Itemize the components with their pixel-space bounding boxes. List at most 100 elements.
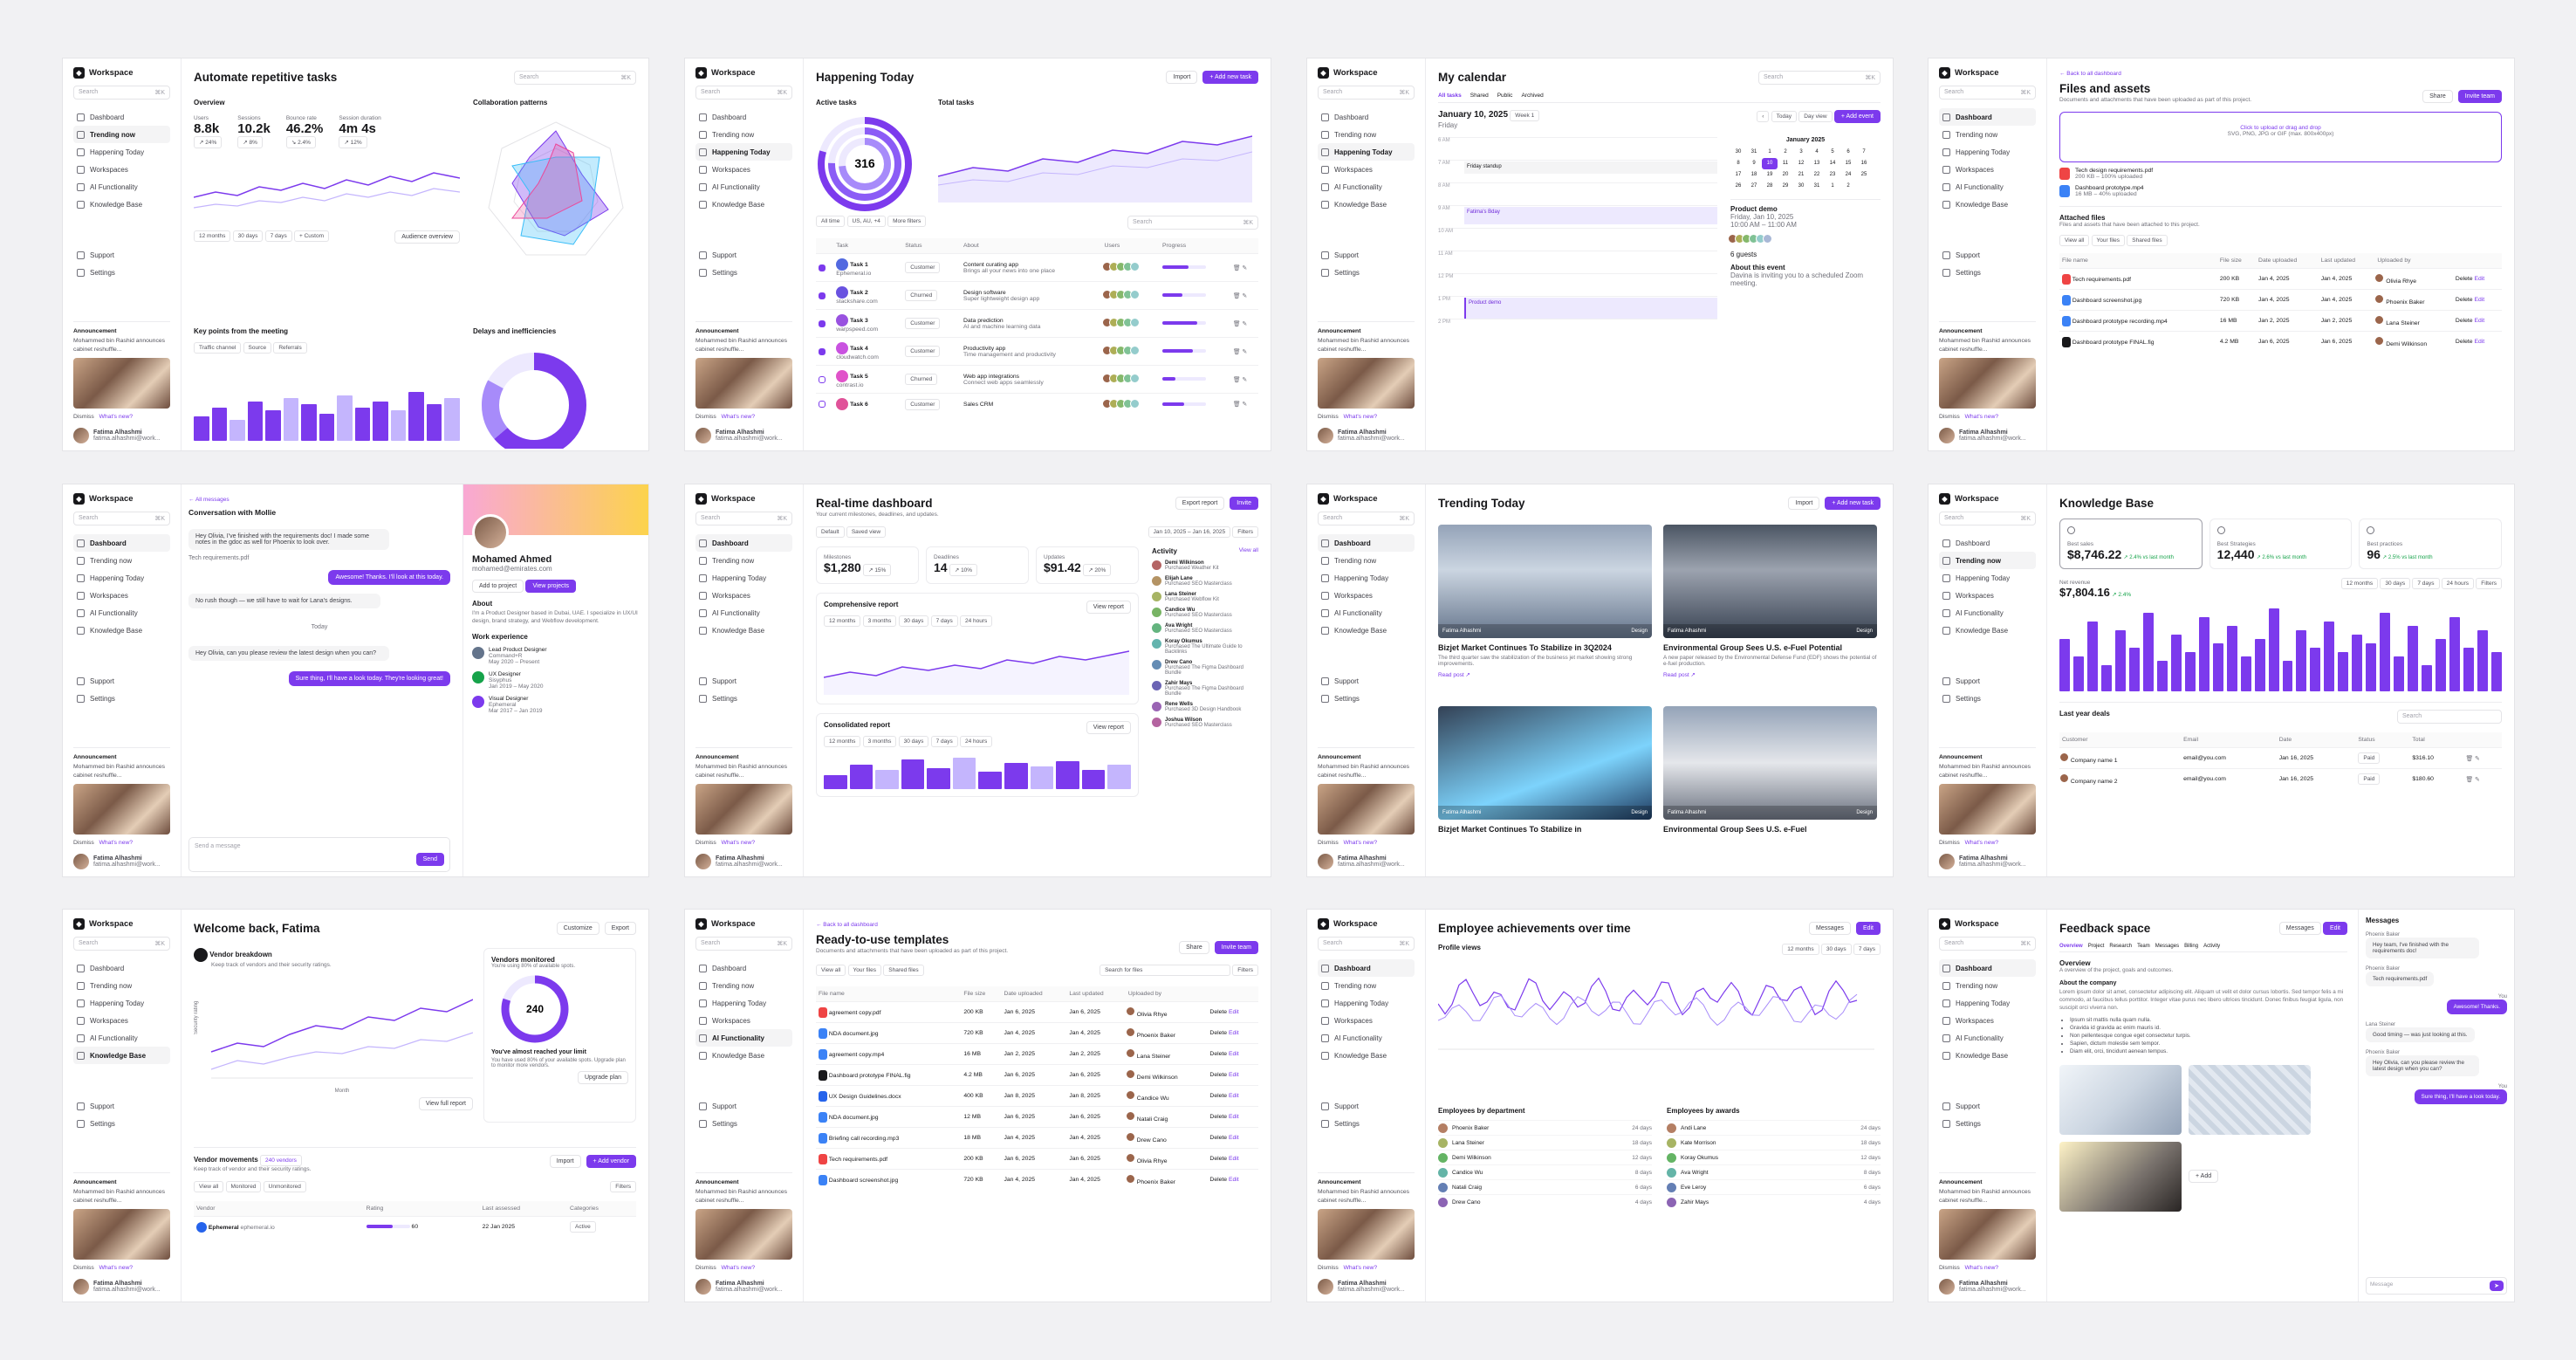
dismiss-link[interactable]: Dismiss xyxy=(1318,839,1339,846)
range-tab[interactable]: 12 months xyxy=(1782,944,1819,955)
sidebar-item[interactable]: Happening Today xyxy=(73,143,170,161)
employee-row[interactable]: Kate Morrison 18 days xyxy=(1667,1135,1881,1150)
brand[interactable]: ◆ Workspace xyxy=(73,67,170,79)
sidebar-item[interactable]: AI Functionality xyxy=(695,178,792,196)
calendar-day[interactable]: 2 xyxy=(1846,183,1850,189)
read-post-link[interactable]: Read post ↗ xyxy=(1438,672,1470,678)
sidebar-item[interactable]: Dashboard xyxy=(695,108,792,126)
whats-new-link[interactable]: What's new? xyxy=(1964,839,1999,846)
whats-new-link[interactable]: What's new? xyxy=(99,839,134,846)
range-tab[interactable]: 30 days xyxy=(2380,578,2411,589)
sidebar-bottom-item[interactable]: Settings xyxy=(695,690,792,707)
employee-row[interactable]: Zahir Mays 4 days xyxy=(1667,1194,1881,1209)
event[interactable]: Friday standup xyxy=(1464,161,1717,174)
tab[interactable]: Overview xyxy=(2059,944,2083,949)
sidebar-bottom-item[interactable]: Settings xyxy=(695,1115,792,1132)
sidebar-item[interactable]: Dashboard xyxy=(1939,108,2036,126)
employee-row[interactable]: Candice Wu 8 days xyxy=(1438,1164,1652,1179)
edit-link[interactable]: Edit xyxy=(1228,1051,1239,1057)
sidebar-search[interactable]: Search ⌘K xyxy=(73,937,170,951)
user-profile[interactable]: Fatima Alhashmi fatima.alhashmi@work... xyxy=(695,1279,792,1295)
sidebar-bottom-item[interactable]: Settings xyxy=(1318,690,1415,707)
hour-slot[interactable]: 10 AM xyxy=(1438,228,1717,251)
tab[interactable]: Shared files xyxy=(883,965,924,976)
calendar-day[interactable]: 30 xyxy=(1735,149,1742,155)
table-row[interactable]: NDA document.jpg 720 KB Jan 4, 2025 Jan 4, … xyxy=(816,1022,1258,1044)
tab[interactable]: View all xyxy=(2059,235,2090,246)
sidebar-item[interactable]: Workspaces xyxy=(1318,1012,1415,1029)
range-tab[interactable]: + Custom xyxy=(294,230,329,242)
range-tab[interactable]: 12 months xyxy=(824,736,861,747)
hour-slot[interactable]: 1 PM xyxy=(1438,296,1717,319)
whats-new-link[interactable]: What's new? xyxy=(99,1264,134,1271)
upgrade-button[interactable]: Upgrade plan xyxy=(577,1071,628,1084)
sidebar-item[interactable]: Workspaces xyxy=(73,161,170,178)
sidebar-item[interactable]: Dashboard xyxy=(1939,534,2036,552)
checkbox[interactable] xyxy=(819,401,826,408)
dismiss-link[interactable]: Dismiss xyxy=(1318,1264,1339,1271)
sidebar-item[interactable]: Knowledge Base xyxy=(73,196,170,213)
calendar-day[interactable]: 11 xyxy=(1782,161,1789,166)
hour-slot[interactable]: 8 AM xyxy=(1438,182,1717,205)
sidebar-bottom-item[interactable]: Settings xyxy=(1318,264,1415,281)
range-tab[interactable]: 7 days xyxy=(2412,578,2440,589)
table-row[interactable]: agreement copy.mp4 16 MB Jan 2, 2025 Jan 2,… xyxy=(816,1043,1258,1065)
sidebar-item[interactable]: Trending now xyxy=(1318,977,1415,994)
calendar-day[interactable]: 8 xyxy=(1737,161,1740,166)
edit-link[interactable]: Edit xyxy=(1228,1030,1239,1036)
calendar-day[interactable]: 29 xyxy=(1782,183,1789,189)
range-tab[interactable]: 12 months xyxy=(2340,578,2379,589)
edit-link[interactable]: Edit xyxy=(2474,318,2485,324)
sidebar-item[interactable]: Knowledge Base xyxy=(1318,1047,1415,1064)
sidebar-item[interactable]: Knowledge Base xyxy=(1318,196,1415,213)
upload-dropzone[interactable]: Click to upload or drag and drop SVG, PNG… xyxy=(2059,112,2502,162)
sidebar-item[interactable]: AI Functionality xyxy=(73,604,170,622)
sidebar-item[interactable]: AI Functionality xyxy=(1939,604,2036,622)
table-row[interactable]: Dashboard prototype FINAL.fig 4.2 MB Jan 6… xyxy=(816,1064,1258,1086)
sidebar-item[interactable]: Happening Today xyxy=(695,569,792,587)
sidebar-bottom-item[interactable]: Support xyxy=(1318,672,1415,690)
event[interactable]: Product demo xyxy=(1464,298,1717,319)
edit-button[interactable]: Edit xyxy=(1855,922,1881,935)
delete-link[interactable]: Delete xyxy=(2455,339,2473,345)
hour-slot[interactable]: 7 AM xyxy=(1438,160,1717,182)
delete-link[interactable]: Delete xyxy=(1209,1009,1228,1015)
brand[interactable]: ◆ Workspace xyxy=(73,918,170,930)
brand[interactable]: ◆ Workspace xyxy=(1939,918,2036,930)
send-button[interactable]: ➤ xyxy=(2490,1281,2504,1291)
sidebar-item[interactable]: Dashboard xyxy=(1318,108,1415,126)
sidebar-bottom-item[interactable]: Settings xyxy=(1939,264,2036,281)
sidebar-bottom-item[interactable]: Support xyxy=(1318,246,1415,264)
hour-slot[interactable]: 11 AM xyxy=(1438,251,1717,273)
whats-new-link[interactable]: What's new? xyxy=(721,839,756,846)
calendar-day[interactable]: 16 xyxy=(1860,161,1867,166)
range-tab[interactable]: 24 hours xyxy=(959,736,993,747)
activity-item[interactable]: Candice Wu Purchased SEO Masterclass xyxy=(1152,608,1258,618)
dismiss-link[interactable]: Dismiss xyxy=(1939,413,1960,420)
add-vendor-button[interactable]: + Add vendor xyxy=(586,1155,636,1168)
share-button[interactable]: Share xyxy=(2422,90,2453,103)
activity-item[interactable]: Ava Wright Purchased SEO Masterclass xyxy=(1152,623,1258,634)
table-row[interactable]: Task 1 Ephemeral.io Customer Content curati… xyxy=(816,253,1258,282)
calendar-day[interactable]: 15 xyxy=(1845,161,1852,166)
invite-button[interactable]: Invite xyxy=(1230,497,1258,510)
calendar-day[interactable]: 31 xyxy=(1813,183,1820,189)
whats-new-link[interactable]: What's new? xyxy=(1964,1264,1999,1271)
calendar-day[interactable]: 2 xyxy=(1784,149,1787,155)
user-profile[interactable]: Fatima Alhashmi fatima.alhashmi@work... xyxy=(73,1279,170,1295)
sidebar-item[interactable]: Trending now xyxy=(1939,552,2036,569)
sidebar-item[interactable]: Workspaces xyxy=(1939,1012,2036,1029)
table-row[interactable]: Dashboard screenshot.jpg 720 KB Jan 4, 202… xyxy=(2059,289,2502,311)
checkbox[interactable] xyxy=(819,292,826,299)
edit-link[interactable]: Edit xyxy=(1228,1072,1239,1078)
sidebar-search[interactable]: Search ⌘K xyxy=(73,512,170,525)
tab[interactable]: Your files xyxy=(847,965,882,976)
add-event-button[interactable]: + Add event xyxy=(1833,110,1881,123)
delete-link[interactable]: Delete xyxy=(1209,1135,1228,1141)
table-row[interactable]: Task 4 cloudwatch.com Customer Productivity… xyxy=(816,337,1258,366)
whats-new-link[interactable]: What's new? xyxy=(1964,413,1999,420)
tab[interactable]: Source xyxy=(243,342,272,354)
export-button[interactable]: Export report xyxy=(1175,497,1225,510)
edit-link[interactable]: Edit xyxy=(1228,1114,1239,1120)
back-link[interactable]: ← All messages xyxy=(188,497,230,503)
